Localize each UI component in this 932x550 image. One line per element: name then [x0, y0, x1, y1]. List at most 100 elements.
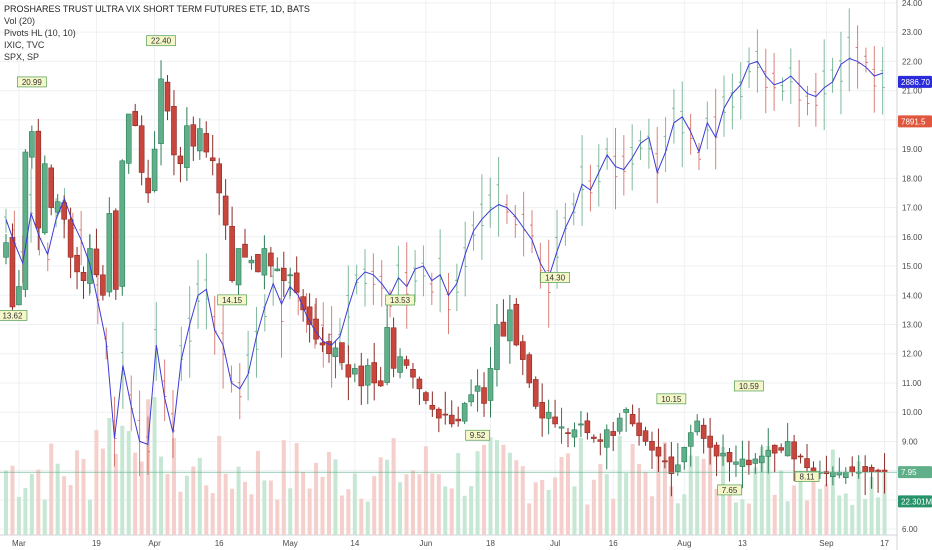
candle-body: [591, 436, 597, 439]
volume-bar: [733, 502, 738, 535]
symbol-title[interactable]: PROSHARES TRUST ULTRA VIX SHORT TERM FUT…: [4, 4, 310, 14]
candle-body: [384, 327, 390, 383]
price-badges: 2886.70 7891.5 7.95 22.301M: [898, 75, 932, 508]
volume-bar: [630, 443, 635, 535]
volume-bar: [779, 470, 784, 535]
price-axis[interactable]: 24.0023.0022.0021.0020.0019.0018.0017.00…: [902, 0, 923, 534]
candle-body: [196, 128, 203, 152]
volume-bar: [469, 486, 474, 535]
volume-bar: [546, 489, 551, 535]
x-tick-label: May: [283, 539, 298, 548]
volume-bar: [675, 503, 680, 535]
pivot-label-box: [717, 484, 742, 496]
candle-body: [287, 274, 294, 277]
legend-spx[interactable]: SPX, SP: [4, 52, 40, 62]
volume-bar: [701, 458, 706, 535]
x-tick-label: Jun: [419, 539, 432, 548]
volume-bar: [352, 473, 357, 535]
legend-volume[interactable]: Vol (20): [4, 16, 36, 26]
volume-bar: [29, 473, 34, 535]
candle-body: [616, 417, 623, 432]
candle-body: [113, 210, 119, 290]
volume-bar: [365, 501, 370, 535]
volume-bar: [81, 458, 86, 535]
pivot-label-box: [146, 35, 176, 47]
x-tick-label: 19: [92, 539, 101, 548]
candle-body: [552, 416, 558, 425]
pivot-label: 7.65: [722, 486, 738, 495]
volume-bar: [346, 489, 351, 535]
volume-bar: [436, 474, 441, 535]
volume-bar: [456, 452, 461, 535]
volume-bar: [49, 443, 54, 535]
candle-body: [868, 466, 875, 473]
volume-bar: [301, 472, 306, 535]
candle-body: [74, 254, 80, 273]
y-tick-label: 13.00: [902, 321, 923, 330]
volume-bar: [262, 480, 267, 535]
candle-body: [429, 404, 436, 410]
volume-bar: [714, 488, 719, 535]
candle-body: [371, 362, 378, 384]
volume-bar: [100, 448, 105, 535]
legend-pivots[interactable]: Pivots HL (10, 10): [4, 28, 76, 38]
volume-bar: [449, 488, 454, 535]
candle-body: [9, 237, 16, 308]
volume-bar: [649, 496, 654, 535]
pivot-label: 22.40: [151, 37, 172, 46]
volume-bar: [727, 493, 732, 535]
pivot-label-box: [794, 471, 820, 482]
y-tick-label: 23.00: [902, 28, 923, 37]
y-tick-label: 11.00: [902, 379, 922, 388]
volume-bar: [152, 397, 157, 535]
candle-body: [668, 456, 675, 474]
volume-bar: [191, 466, 196, 535]
candle-body: [539, 402, 545, 419]
volume-bar: [688, 455, 693, 535]
y-tick-label: 15.00: [902, 262, 923, 271]
volume-bar: [326, 451, 331, 535]
pivot-label: 10.59: [739, 382, 760, 391]
volume-bar: [772, 494, 777, 535]
candle-body: [274, 268, 281, 272]
pivot-label-box: [0, 310, 28, 321]
volume-bars: [4, 397, 887, 535]
volume-bar: [94, 430, 99, 535]
pivot-label: 8.11: [800, 472, 816, 481]
price-badge-label: 7.95: [901, 468, 917, 477]
candle-body: [436, 408, 442, 419]
candle-body: [216, 163, 222, 194]
candle-body: [358, 365, 365, 387]
volume-bar: [740, 499, 745, 535]
volume-bar: [759, 446, 764, 535]
volume-bar: [507, 452, 512, 535]
candle-body: [119, 160, 126, 287]
candle-body: [67, 219, 74, 258]
legend-ixic[interactable]: IXIC, TVC: [4, 40, 45, 50]
pivot-label-box: [16, 76, 47, 88]
y-tick-label: 16.00: [902, 233, 923, 242]
volume-bar: [178, 491, 183, 535]
candle-body: [649, 441, 655, 451]
volume-bar: [805, 500, 810, 535]
volume-bar: [540, 479, 545, 535]
volume-bar: [410, 470, 415, 535]
candle-body: [791, 441, 797, 460]
volume-bar: [243, 481, 248, 535]
candle-body: [158, 78, 164, 144]
candle-body: [733, 461, 739, 465]
candle-body: [125, 113, 132, 164]
pivot-label: 14.15: [222, 296, 243, 305]
time-axis[interactable]: Mar 19 Apr 16 May 14 Jun 18 Jul 16 Aug 13 Sep 17: [12, 539, 890, 548]
y-tick-label: 10.00: [902, 408, 923, 417]
volume-bar: [204, 485, 209, 535]
volume-bar: [869, 476, 874, 535]
candle-body: [151, 148, 158, 191]
x-tick-label: Apr: [148, 539, 161, 548]
candle-body: [209, 157, 216, 162]
candle-body: [222, 195, 229, 226]
pivot-label: 13.62: [2, 311, 23, 320]
volume-bar: [766, 445, 771, 535]
volume-bar: [275, 499, 280, 535]
